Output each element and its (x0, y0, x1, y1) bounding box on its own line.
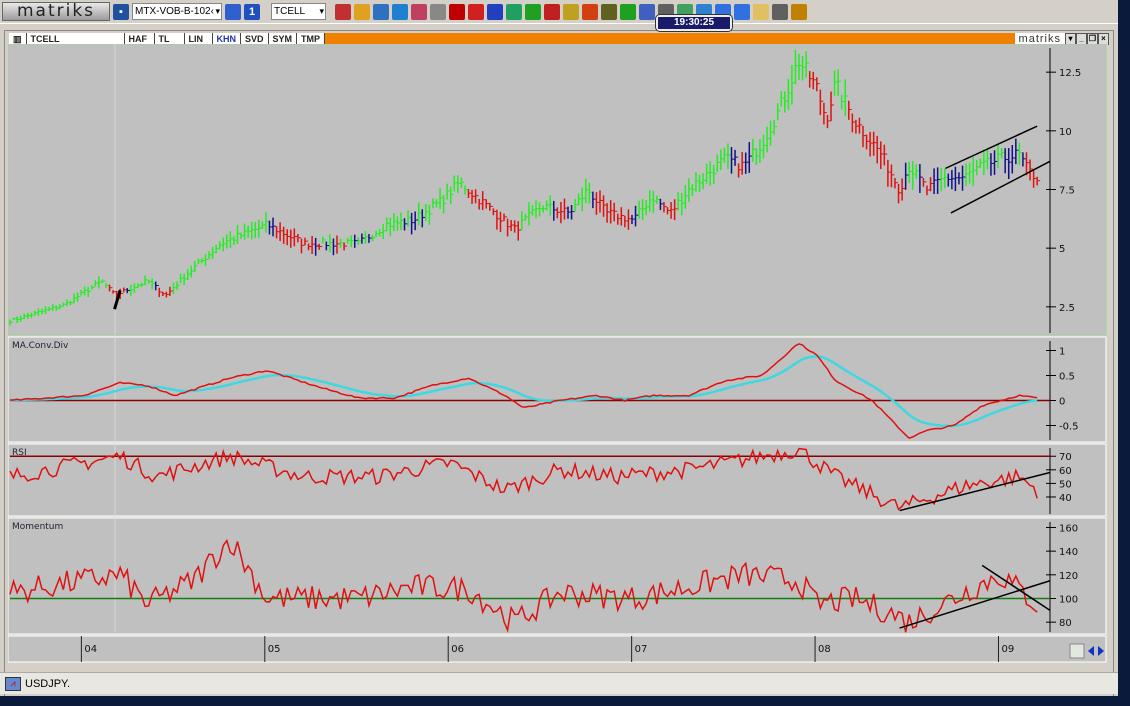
trendline (945, 125, 1038, 170)
taskbar-edge (0, 696, 1118, 706)
y-tick-label: 50 (1059, 479, 1072, 490)
tab-tcell[interactable]: TCELL (26, 33, 125, 45)
pie-icon[interactable] (354, 3, 370, 20)
info-icon[interactable]: 1 (244, 3, 260, 20)
clock: 19:30:25 (655, 14, 733, 32)
momentum-line (9, 538, 1038, 633)
y-tick-label: 120 (1059, 571, 1078, 582)
u-icon[interactable] (487, 3, 503, 20)
bottom-symbol[interactable]: USDJPY. (25, 677, 71, 690)
tab-haf[interactable]: HAF (124, 33, 155, 45)
macd-line (9, 343, 1038, 440)
window-border (1118, 0, 1130, 706)
trendline (899, 471, 1051, 512)
trendline (981, 564, 1051, 611)
chart-area[interactable]: 12.5 10 7.5 5 2.5 1 0.5 0 -0.5 MA.Conv.Div 70 60 50 4… (8, 44, 1108, 664)
y-tick-label: 80 (1059, 618, 1072, 629)
x-tick-label: 07 (635, 644, 648, 655)
tab-tl[interactable]: TL (154, 33, 185, 45)
x-tick-label: 09 (1001, 644, 1014, 655)
panel-momentum (8, 517, 1107, 635)
tools-icon[interactable] (430, 3, 446, 20)
y-tick-label: 7.5 (1059, 186, 1075, 197)
window2-icon[interactable] (734, 3, 750, 20)
clock-time: 19:30:25 (658, 17, 730, 29)
trendline (899, 580, 1051, 629)
books-icon[interactable] (411, 3, 427, 20)
tab-lin[interactable]: LIN (184, 33, 213, 45)
chart-type-icon[interactable]: ▥ (9, 33, 27, 45)
chart-tab-strip: ▥ TCELL HAF TL LIN KHN SVD SYM TMP matri… (9, 33, 1109, 45)
panel-title: RSI (12, 448, 27, 458)
matriks-logo: matriks (2, 2, 110, 21)
x-axis-panel (8, 635, 1107, 663)
y-tick-label: 100 (1059, 594, 1078, 605)
main-toolbar: matriks ▪ MTX-VOB-B-102‹ 1 TCELL (0, 0, 1118, 24)
a-icon[interactable] (468, 3, 484, 20)
moneybag-icon[interactable] (563, 3, 579, 20)
scroll-left-icon[interactable] (1088, 646, 1094, 656)
y-tick-label: 140 (1059, 547, 1078, 558)
y-tick-label: 2.5 (1059, 303, 1075, 314)
bold-b-icon[interactable] (449, 3, 465, 20)
symbol-bar: ⩘ USDJPY. (0, 672, 1118, 694)
refresh-icon[interactable] (1069, 643, 1085, 659)
alarm-icon[interactable] (791, 3, 807, 20)
eye-icon[interactable] (544, 3, 560, 20)
traffic-light-icon[interactable] (601, 3, 617, 20)
tab-khn[interactable]: KHN (212, 33, 242, 45)
grid-icon[interactable] (525, 3, 541, 20)
y-tick-label: -0.5 (1059, 422, 1079, 433)
scroll-right-icon[interactable] (1098, 646, 1104, 656)
y-tick-label: 1 (1059, 347, 1065, 358)
tab-svd[interactable]: SVD (241, 33, 269, 45)
clock-icon[interactable] (392, 3, 408, 20)
y-tick-label: 160 (1059, 523, 1078, 534)
y-tick-label: 70 (1059, 452, 1072, 463)
save-icon[interactable]: ▪ (113, 3, 129, 20)
y-tick-label: 12.5 (1059, 68, 1081, 79)
mail-icon[interactable] (753, 3, 769, 20)
y-tick-label: 40 (1059, 493, 1072, 504)
y-tick-label: 0.5 (1059, 372, 1075, 383)
x-tick-label: 06 (451, 644, 464, 655)
x-tick-label: 08 (818, 644, 831, 655)
trendline (113, 289, 122, 310)
brand-label: matriks (1014, 33, 1065, 45)
chart-icon[interactable] (335, 3, 351, 20)
panel-title: Momentum (12, 522, 63, 532)
tab-tmp[interactable]: TMP (297, 33, 326, 45)
glasses-icon[interactable] (373, 3, 389, 20)
panel-price (8, 44, 1107, 336)
layout-select[interactable]: MTX-VOB-B-102‹ (132, 3, 222, 20)
y-tick-label: 60 (1059, 466, 1072, 477)
chart-icon[interactable]: ⩘ (5, 676, 21, 691)
filter-icon[interactable] (639, 3, 655, 20)
tab-sym[interactable]: SYM (268, 33, 298, 45)
panel-rsi (8, 443, 1107, 517)
y-tick-label: 10 (1059, 127, 1072, 138)
x-tick-label: 04 (84, 644, 97, 655)
network-icon[interactable] (506, 3, 522, 20)
x-tick-label: 05 (268, 644, 281, 655)
panel-title: MA.Conv.Div (12, 341, 69, 351)
table-icon[interactable] (620, 3, 636, 20)
rsi-line (9, 447, 1038, 511)
y-tick-label: 0 (1059, 397, 1065, 408)
refresh-icon[interactable] (582, 3, 598, 20)
y-tick-label: 5 (1059, 244, 1065, 255)
trendline (950, 160, 1051, 214)
signal-line (9, 355, 1038, 428)
printer-icon[interactable] (772, 3, 788, 20)
symbol-select[interactable]: TCELL (271, 3, 326, 20)
page-icon[interactable] (225, 3, 241, 20)
